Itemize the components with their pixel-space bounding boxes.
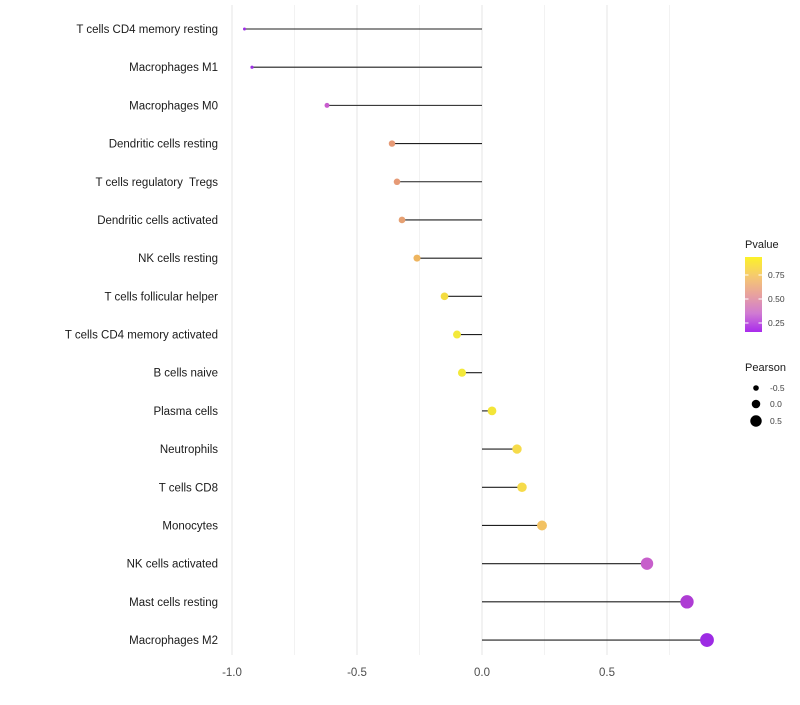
category-label: T cells regulatory Tregs bbox=[95, 177, 218, 189]
pvalue-legend-title: Pvalue bbox=[745, 239, 779, 251]
category-label: Macrophages M0 bbox=[129, 100, 218, 112]
category-label: T cells CD4 memory resting bbox=[76, 24, 218, 36]
category-label: T cells CD8 bbox=[159, 482, 218, 494]
category-label: T cells follicular helper bbox=[104, 291, 218, 303]
pvalue-tick-label: 0.25 bbox=[768, 318, 785, 328]
category-label: B cells naive bbox=[153, 368, 218, 380]
x-tick-label: 0.0 bbox=[474, 667, 490, 679]
data-point-dot bbox=[700, 633, 714, 647]
category-label: Mast cells resting bbox=[129, 597, 218, 609]
category-label: Plasma cells bbox=[153, 406, 218, 418]
data-point-dot bbox=[517, 482, 527, 493]
data-point-dot bbox=[324, 102, 330, 108]
pearson-legend-label: 0.5 bbox=[770, 416, 782, 426]
pearson-legend-dot bbox=[750, 415, 762, 427]
data-point-dot bbox=[388, 140, 396, 147]
pearson-legend-title: Pearson bbox=[745, 362, 786, 374]
data-point-dot bbox=[487, 406, 497, 416]
data-point-dot bbox=[440, 292, 449, 301]
pearson-legend-label: 0.0 bbox=[770, 399, 782, 409]
category-label: NK cells resting bbox=[138, 253, 218, 265]
data-point-dot bbox=[393, 178, 401, 186]
x-tick-label: -0.5 bbox=[347, 667, 367, 679]
category-label: Neutrophils bbox=[160, 444, 218, 456]
pearson-legend-dot bbox=[751, 399, 761, 409]
data-point-dot bbox=[243, 27, 246, 31]
x-tick-label: -1.0 bbox=[222, 667, 242, 679]
pvalue-colorbar bbox=[745, 257, 762, 332]
category-label: NK cells activated bbox=[127, 559, 218, 571]
category-label: Dendritic cells resting bbox=[109, 139, 218, 151]
category-label: T cells CD4 memory activated bbox=[65, 330, 218, 342]
pvalue-tick-label: 0.75 bbox=[768, 270, 785, 280]
data-point-dot bbox=[537, 520, 547, 531]
data-point-dot bbox=[680, 595, 694, 609]
pearson-legend-dot bbox=[753, 385, 759, 391]
category-label: Monocytes bbox=[162, 520, 218, 532]
category-label: Macrophages M1 bbox=[129, 62, 218, 74]
category-label: Dendritic cells activated bbox=[97, 215, 218, 227]
category-label: Macrophages M2 bbox=[129, 635, 218, 647]
data-point-dot bbox=[250, 65, 254, 69]
pvalue-tick-label: 0.50 bbox=[768, 294, 785, 304]
data-point-dot bbox=[512, 444, 522, 454]
data-point-dot bbox=[413, 254, 421, 262]
pearson-legend-label: -0.5 bbox=[770, 383, 785, 393]
data-point-dot bbox=[457, 368, 467, 377]
data-point-dot bbox=[640, 557, 654, 570]
data-point-dot bbox=[453, 330, 461, 339]
data-point-dot bbox=[398, 216, 406, 224]
x-tick-label: 0.5 bbox=[599, 667, 615, 679]
